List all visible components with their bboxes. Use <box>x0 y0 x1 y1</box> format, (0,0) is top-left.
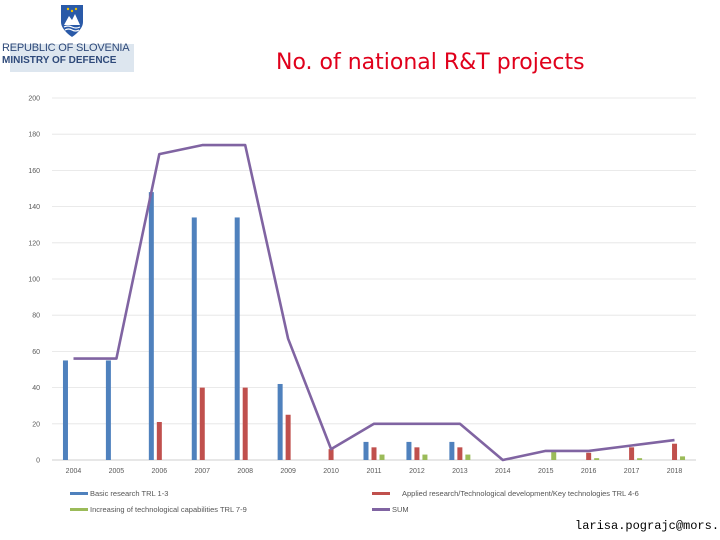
bar <box>328 449 334 460</box>
y-tick-label: 80 <box>32 313 40 320</box>
y-tick-label: 100 <box>28 277 40 284</box>
legend-label: Increasing of technological capabilities… <box>90 505 247 514</box>
y-tick-label: 40 <box>32 385 40 392</box>
series-line-sum <box>73 143 675 462</box>
bar <box>148 192 154 460</box>
legend-label: Basic research TRL 1-3 <box>90 489 169 498</box>
x-tick-label: 2006 <box>152 468 168 475</box>
y-tick-label: 180 <box>28 132 40 139</box>
legend-swatch <box>372 492 390 495</box>
bar <box>191 217 197 460</box>
bar <box>457 447 463 460</box>
x-tick-label: 2008 <box>237 468 253 475</box>
bar <box>551 450 557 460</box>
bar <box>414 447 420 460</box>
contact-email: larisa.pograjc@mors.si <box>575 519 720 533</box>
x-tick-label: 2010 <box>323 468 339 475</box>
bar <box>199 387 205 460</box>
x-tick-label: 2004 <box>66 468 82 475</box>
x-tick-label: 2015 <box>538 468 554 475</box>
legend-label: Applied research/Technological developme… <box>402 489 639 498</box>
bar <box>465 454 471 460</box>
bar <box>234 217 240 460</box>
chart-plot: 0 20 40 60 80 100 120 140 160 180 200 2004 2005 2006 2… <box>28 96 696 475</box>
y-tick-label: 0 <box>36 458 40 465</box>
logo-band <box>10 44 134 72</box>
y-tick-label: 120 <box>28 240 40 247</box>
bar <box>363 441 369 460</box>
x-tick-label: 2014 <box>495 468 511 475</box>
x-tick-label: 2017 <box>624 468 640 475</box>
bar <box>379 454 385 460</box>
legend-swatch <box>372 508 390 511</box>
bar <box>449 441 455 460</box>
org-name-line1: REPUBLIC OF SLOVENIA <box>2 42 130 54</box>
x-tick-label: 2005 <box>109 468 125 475</box>
legend-swatch <box>70 492 88 495</box>
bar <box>680 456 686 460</box>
bar <box>422 454 428 460</box>
x-tick-label: 2007 <box>194 468 210 475</box>
ministry-logo <box>10 4 134 72</box>
y-tick-label: 140 <box>28 204 40 211</box>
bar <box>277 383 283 460</box>
bar <box>62 360 68 460</box>
y-tick-label: 200 <box>28 96 40 103</box>
bar <box>594 458 600 460</box>
bar <box>156 421 162 460</box>
bar <box>672 443 678 460</box>
bar <box>629 447 635 460</box>
slovenian-coat-of-arms-icon <box>61 5 83 37</box>
bar <box>586 452 592 460</box>
legend-label: SUM <box>392 505 409 514</box>
bar <box>105 360 111 460</box>
x-tick-label: 2016 <box>581 468 597 475</box>
bar <box>637 458 643 460</box>
x-tick-label: 2011 <box>366 468 381 475</box>
bar <box>285 414 291 460</box>
y-tick-label: 20 <box>32 421 40 428</box>
y-tick-label: 160 <box>28 168 40 175</box>
y-tick-label: 60 <box>32 349 40 356</box>
bar <box>406 441 412 460</box>
bar <box>371 447 377 460</box>
chart-title: No. of national R&T projects <box>276 50 585 75</box>
org-name-line2: MINISTRY OF DEFENCE <box>2 55 117 66</box>
x-tick-label: 2012 <box>409 468 425 475</box>
x-tick-label: 2009 <box>280 468 296 475</box>
x-tick-label: 2013 <box>452 468 468 475</box>
x-tick-label: 2018 <box>667 468 683 475</box>
legend-swatch <box>70 508 88 511</box>
bar <box>242 387 248 460</box>
